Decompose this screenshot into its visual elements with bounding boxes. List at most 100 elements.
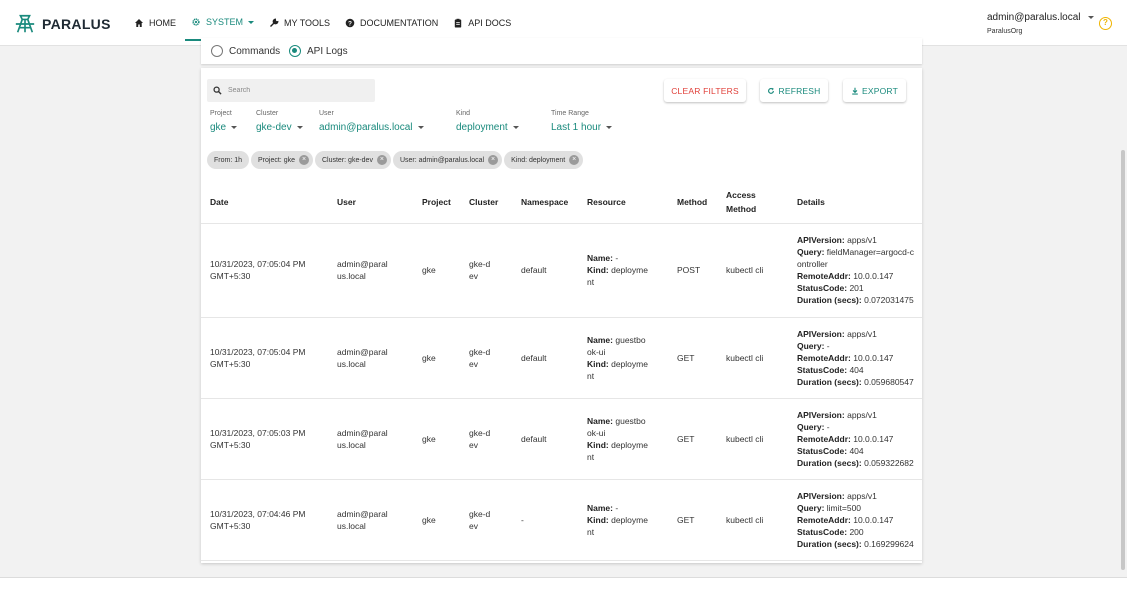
nav-my-tools-label: MY TOOLS	[284, 18, 331, 28]
detail-status-code: 404	[849, 445, 864, 456]
nav-my-tools[interactable]: MY TOOLS	[263, 5, 336, 41]
header-details[interactable]: Details	[788, 182, 922, 224]
refresh-label: REFRESH	[778, 85, 821, 96]
clear-filters-button[interactable]: CLEAR FILTERS	[664, 79, 746, 102]
detail-query: -	[826, 421, 830, 432]
detail-api-version-label: APIVersion:	[797, 409, 845, 420]
cell-access-method: kubectl cli	[717, 223, 788, 318]
cell-namespace: -	[512, 479, 578, 561]
detail-status-code: 404	[849, 364, 864, 375]
table-row: 10/31/2023, 07:04:46 PM GMT+5:30 admin@p…	[201, 479, 922, 561]
header-method[interactable]: Method	[668, 182, 717, 224]
nav-api-docs[interactable]: API DOCS	[447, 5, 517, 41]
detail-status-code: 201	[849, 283, 864, 293]
radio-api-logs-label: API Logs	[307, 45, 348, 57]
close-icon[interactable]: ×	[488, 155, 499, 165]
filter-kind[interactable]: Kind deployment	[456, 110, 519, 133]
cell-cluster: gke-dev	[460, 398, 512, 480]
header-access-method[interactable]: Access Method	[717, 182, 788, 224]
filter-time-range[interactable]: Time Range Last 1 hour	[551, 110, 613, 133]
chip-kind-label: Kind: deployment	[511, 156, 566, 164]
detail-remote-addr-label: RemoteAddr:	[797, 433, 851, 444]
export-button[interactable]: EXPORT	[843, 79, 906, 102]
chevron-down-icon	[1087, 16, 1094, 19]
detail-remote-addr: 10.0.0.147	[853, 433, 894, 444]
detail-remote-addr: 10.0.0.147	[853, 271, 894, 281]
gear-icon	[192, 18, 200, 26]
resource-name-value: guestbook-ui	[587, 334, 646, 357]
detail-remote-addr: 10.0.0.147	[853, 514, 894, 525]
detail-api-version-label: APIVersion:	[797, 235, 845, 245]
page-footer	[0, 577, 1127, 595]
refresh-button[interactable]: REFRESH	[760, 79, 828, 102]
table-row: 10/31/2023, 07:05:03 PM GMT+5:30 admin@p…	[201, 398, 922, 480]
cell-cluster: gke-dev	[460, 223, 512, 318]
active-filter-chips: From: 1h Project: gke × Cluster: gke-dev ×…	[207, 151, 585, 169]
detail-api-version: apps/v1	[847, 409, 877, 420]
cell-details: APIVersion: apps/v1 Query: fieldManager=…	[788, 223, 922, 318]
detail-remote-addr-label: RemoteAddr:	[797, 514, 851, 525]
chip-from: From: 1h	[207, 151, 250, 169]
detail-query: limit=500	[826, 502, 862, 513]
chip-cluster-label: Cluster: gke-dev	[321, 156, 373, 164]
filter-user-value: admin@paralus.local	[319, 122, 413, 133]
cell-user: admin@paralus.local	[328, 317, 413, 399]
nav-system[interactable]: SYSTEM	[185, 5, 261, 41]
nav-api-docs-label: API DOCS	[468, 18, 512, 28]
radio-commands[interactable]: Commands	[211, 45, 280, 57]
chip-project-label: Project: gke	[258, 156, 295, 164]
chip-cluster: Cluster: gke-dev ×	[314, 151, 391, 169]
nav-documentation[interactable]: ? DOCUMENTATION	[339, 5, 444, 41]
user-email: admin@paralus.local	[987, 12, 1081, 23]
cell-details: APIVersion: apps/v1 Query: - RemoteAddr:…	[788, 398, 922, 480]
filter-project[interactable]: Project gke	[210, 110, 238, 133]
header-date[interactable]: Date	[201, 182, 328, 224]
detail-status-code-label: StatusCode:	[797, 526, 848, 537]
detail-query: fieldManager=argocd-controller	[797, 247, 914, 269]
detail-api-version-label: APIVersion:	[797, 328, 845, 339]
detail-duration-label: Duration (secs):	[797, 538, 862, 549]
cell-resource: Name: guestbook-ui Kind: deployment	[578, 317, 668, 399]
resource-name-label: Name:	[587, 253, 613, 263]
nav-home-label: HOME	[149, 18, 176, 28]
detail-duration: 0.059322682	[864, 457, 914, 468]
page-scrollbar-thumb[interactable]	[1121, 150, 1125, 570]
nav-home[interactable]: HOME	[128, 5, 182, 41]
header-namespace[interactable]: Namespace	[512, 182, 578, 224]
api-logs-table: Date User Project Cluster Namespace Reso…	[201, 182, 922, 561]
close-icon[interactable]: ×	[298, 155, 309, 165]
search-box[interactable]	[207, 79, 375, 102]
header-resource[interactable]: Resource	[578, 182, 668, 224]
svg-text:?: ?	[348, 20, 352, 27]
radio-commands-circle	[211, 45, 223, 57]
filter-time-range-value: Last 1 hour	[551, 122, 602, 133]
search-input[interactable]	[228, 87, 368, 94]
user-menu[interactable]: admin@paralus.local ParalusOrg	[987, 12, 1094, 35]
radio-api-logs[interactable]: API Logs	[289, 45, 348, 57]
close-icon[interactable]: ×	[376, 155, 387, 165]
filter-cluster[interactable]: Cluster gke-dev	[256, 110, 303, 133]
chip-project: Project: gke ×	[251, 151, 313, 169]
cell-project: gke	[413, 223, 460, 318]
close-icon[interactable]: ×	[569, 155, 580, 165]
header-project[interactable]: Project	[413, 182, 460, 224]
cell-namespace: default	[512, 317, 578, 399]
paralus-logo-icon	[15, 14, 35, 33]
detail-duration: 0.059680547	[864, 376, 914, 387]
refresh-icon	[768, 87, 775, 94]
header-cluster[interactable]: Cluster	[460, 182, 512, 224]
resource-name-value: -	[615, 253, 619, 263]
detail-remote-addr: 10.0.0.147	[853, 352, 894, 363]
cell-date: 10/31/2023, 07:05:03 PM GMT+5:30	[201, 398, 328, 480]
filter-kind-label: Kind	[456, 110, 471, 117]
header-user[interactable]: User	[328, 182, 413, 224]
cell-user: admin@paralus.local	[328, 223, 413, 318]
chip-kind: Kind: deployment ×	[504, 151, 584, 169]
help-icon[interactable]: ?	[1099, 17, 1112, 30]
detail-api-version: apps/v1	[847, 490, 877, 501]
detail-api-version-label: APIVersion:	[797, 490, 845, 501]
filter-user[interactable]: User admin@paralus.local	[319, 110, 424, 133]
wrench-icon	[270, 18, 279, 27]
brand-logo[interactable]: PARALUS	[14, 13, 111, 35]
resource-kind-value: deployment	[587, 514, 648, 537]
